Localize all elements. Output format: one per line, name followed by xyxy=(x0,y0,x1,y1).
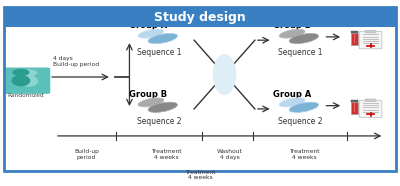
Text: Sequence 2: Sequence 2 xyxy=(136,117,181,126)
Text: Sequence 1: Sequence 1 xyxy=(136,48,181,57)
FancyBboxPatch shape xyxy=(4,7,396,27)
Ellipse shape xyxy=(138,98,164,107)
Bar xyxy=(351,102,358,114)
Text: Treatment
4 weeks: Treatment 4 weeks xyxy=(288,149,319,160)
Ellipse shape xyxy=(279,98,305,107)
FancyBboxPatch shape xyxy=(365,30,376,33)
Ellipse shape xyxy=(19,75,38,87)
Ellipse shape xyxy=(289,102,318,112)
FancyBboxPatch shape xyxy=(359,100,382,118)
FancyBboxPatch shape xyxy=(365,99,376,102)
Bar xyxy=(351,33,358,45)
Text: Group B: Group B xyxy=(130,90,168,99)
Bar xyxy=(351,31,358,33)
Ellipse shape xyxy=(279,29,305,38)
Ellipse shape xyxy=(148,102,178,112)
Ellipse shape xyxy=(289,33,318,44)
Text: Group A: Group A xyxy=(272,90,311,99)
FancyBboxPatch shape xyxy=(359,31,382,49)
Text: Washout
4 days: Washout 4 days xyxy=(216,149,242,160)
Text: Randomized: Randomized xyxy=(7,93,44,97)
Text: Treatment
4 weeks: Treatment 4 weeks xyxy=(185,170,215,180)
Bar xyxy=(354,34,355,44)
Text: Sequence 1: Sequence 1 xyxy=(278,48,322,57)
Circle shape xyxy=(20,69,37,76)
Text: Build-up
period: Build-up period xyxy=(74,149,99,160)
Circle shape xyxy=(12,69,30,76)
Text: Group B: Group B xyxy=(272,21,311,30)
Ellipse shape xyxy=(12,75,30,86)
FancyBboxPatch shape xyxy=(1,68,50,94)
Ellipse shape xyxy=(138,29,164,38)
Ellipse shape xyxy=(148,33,178,44)
Text: 4 days
Build-up period: 4 days Build-up period xyxy=(53,56,99,67)
Bar xyxy=(354,103,355,112)
Text: Treatment
4 weeks: Treatment 4 weeks xyxy=(151,149,182,160)
Text: Sequence 2: Sequence 2 xyxy=(278,117,322,126)
Text: Study design: Study design xyxy=(154,11,246,24)
Bar xyxy=(351,100,358,102)
Text: Group A: Group A xyxy=(130,21,168,30)
Ellipse shape xyxy=(213,54,236,95)
